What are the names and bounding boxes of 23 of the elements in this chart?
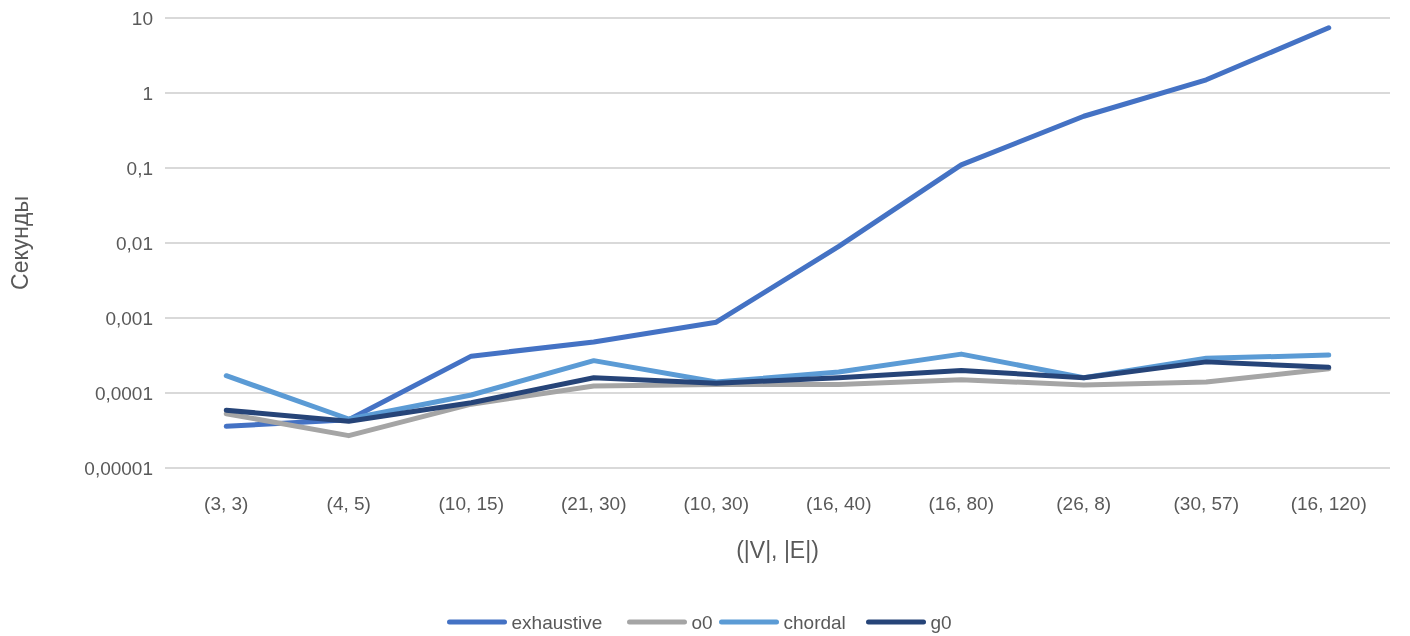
x-tick-label: (3, 3) xyxy=(204,493,249,514)
legend-label: o0 xyxy=(691,611,713,633)
x-tick-label: (10, 15) xyxy=(438,493,504,514)
y-axis-title: Секунды xyxy=(7,196,33,290)
x-tick-label: (10, 30) xyxy=(683,493,749,514)
legend-label: exhaustive xyxy=(511,611,603,633)
x-axis-title: (|V|, |E|) xyxy=(736,537,819,563)
x-tick-label: (16, 40) xyxy=(806,493,872,514)
y-tick-label: 10 xyxy=(131,7,153,29)
y-tick-label: 0,1 xyxy=(126,157,153,179)
legend-label: chordal xyxy=(783,611,846,633)
x-tick-label: (4, 5) xyxy=(326,493,371,514)
legend-label: g0 xyxy=(930,611,952,633)
x-tick-label: (26, 8) xyxy=(1056,493,1112,514)
y-tick-label: 1 xyxy=(142,82,153,104)
y-tick-label: 0,01 xyxy=(116,232,153,254)
x-tick-label: (30, 57) xyxy=(1173,493,1239,514)
y-tick-label: 0,00001 xyxy=(84,457,153,479)
x-tick-label: (21, 30) xyxy=(561,493,627,514)
y-tick-label: 0,001 xyxy=(105,307,153,329)
x-tick-label: (16, 80) xyxy=(928,493,994,514)
x-tick-label: (16, 120) xyxy=(1290,493,1367,514)
y-tick-label: 0,0001 xyxy=(94,382,153,404)
